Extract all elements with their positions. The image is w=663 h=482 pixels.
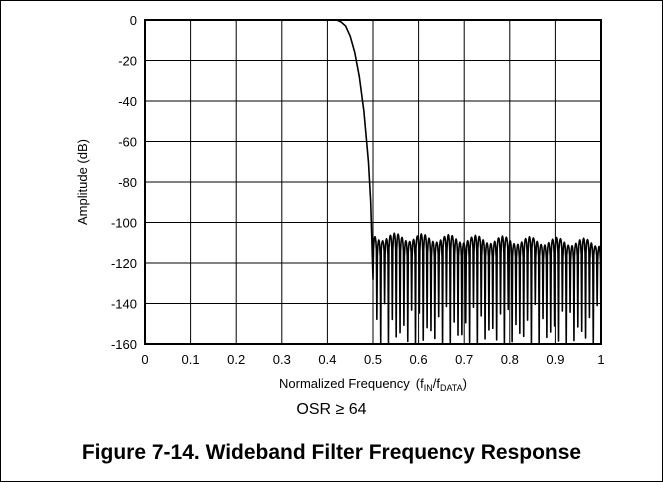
y-tick-label: -80 bbox=[118, 175, 137, 190]
figure-caption: Figure 7-14. Wideband Filter Frequency R… bbox=[81, 441, 582, 464]
x-tick-label: 1 bbox=[597, 352, 604, 367]
chart: 0 0.1 0.2 0.3 0.4 0.5 0.6 0.7 0.8 0.9 1 0 -20 -40 -60… bbox=[75, 13, 605, 393]
filter-response-line bbox=[145, 19, 602, 345]
y-tick-label: -60 bbox=[118, 135, 137, 150]
y-tick-label: -160 bbox=[111, 337, 137, 352]
x-axis-label-sub-data: DATA bbox=[440, 383, 463, 393]
grid-lines bbox=[144, 19, 602, 345]
y-tick-labels: 0 -20 -40 -60 -80 -100 -120 -140 -160 bbox=[111, 13, 137, 352]
x-axis-label-note-suffix: ) bbox=[463, 376, 467, 391]
y-tick-label: -120 bbox=[111, 256, 137, 271]
response-curve-group bbox=[145, 19, 602, 345]
x-tick-label: 0.4 bbox=[318, 352, 336, 367]
plot-area-frame bbox=[144, 19, 602, 345]
x-axis-label-note-prefix: (f bbox=[416, 376, 424, 391]
x-tick-label: 0.3 bbox=[273, 352, 291, 367]
y-axis-label: Amplitude (dB) bbox=[75, 139, 90, 225]
y-tick-label: 0 bbox=[130, 13, 137, 28]
x-tick-label: 0.9 bbox=[546, 352, 564, 367]
y-tick-label: -20 bbox=[118, 54, 137, 69]
x-tick-label: 0.1 bbox=[182, 352, 200, 367]
x-axis-label-main: Normalized Frequency bbox=[279, 376, 410, 391]
x-tick-label: 0.6 bbox=[410, 352, 428, 367]
chart-subtitle: OSR ≥ 64 bbox=[296, 401, 367, 418]
x-tick-labels: 0 0.1 0.2 0.3 0.4 0.5 0.6 0.7 0.8 0.9 1 bbox=[141, 352, 604, 367]
y-tick-label: -100 bbox=[111, 216, 137, 231]
x-tick-label: 0.7 bbox=[455, 352, 473, 367]
x-tick-label: 0.2 bbox=[227, 352, 245, 367]
y-tick-label: -40 bbox=[118, 94, 137, 109]
x-axis-label-sub-in: IN bbox=[424, 383, 433, 393]
x-axis-label-note-mid: /f bbox=[433, 376, 441, 391]
y-tick-label: -140 bbox=[111, 297, 137, 312]
x-tick-label: 0.8 bbox=[501, 352, 519, 367]
x-tick-label: 0.5 bbox=[364, 352, 382, 367]
x-axis-label: Normalized Frequency (fIN/fDATA) bbox=[279, 376, 467, 393]
x-tick-label: 0 bbox=[141, 352, 148, 367]
